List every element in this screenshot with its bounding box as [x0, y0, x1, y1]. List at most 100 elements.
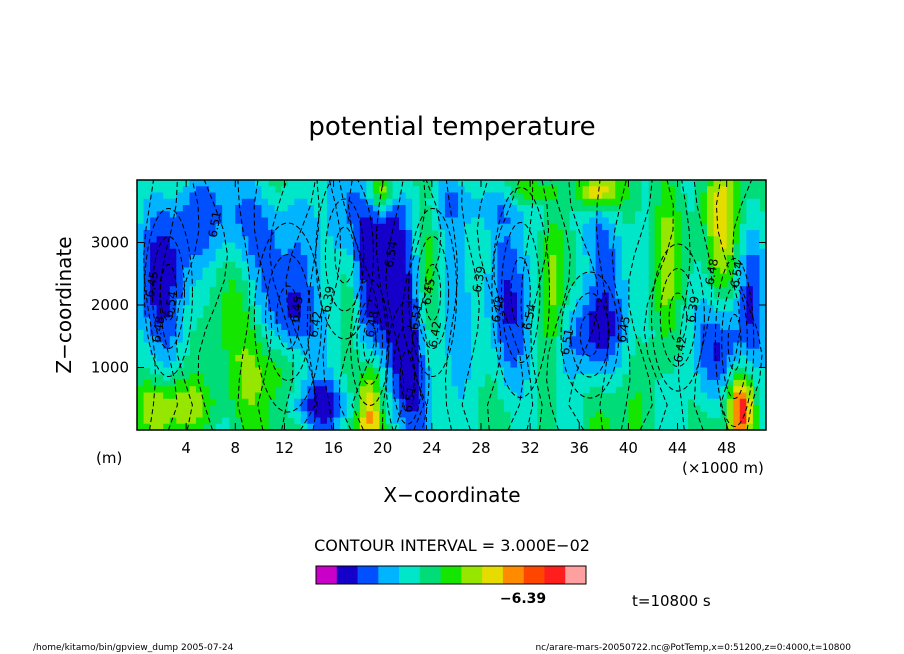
field-cell	[503, 342, 512, 350]
field-cell	[169, 205, 177, 212]
field-cell	[169, 286, 177, 294]
field-cell	[497, 373, 505, 381]
field-cell	[366, 330, 374, 337]
field-cell	[137, 205, 145, 212]
field-cell	[707, 242, 715, 250]
field-cell	[693, 305, 702, 312]
field-cell	[641, 192, 649, 200]
field-cell	[412, 336, 420, 344]
field-cell	[143, 361, 151, 369]
contour-loop	[324, 198, 365, 312]
field-cell	[707, 311, 715, 319]
field-cell	[333, 367, 341, 375]
field-cell	[608, 198, 616, 206]
field-cell	[680, 180, 688, 187]
field-cell	[484, 367, 492, 375]
field-cell	[621, 223, 630, 231]
field-cell	[615, 342, 623, 350]
field-cell	[241, 405, 249, 412]
field-cell	[477, 311, 485, 319]
field-cell	[268, 261, 276, 269]
field-cell	[490, 355, 498, 362]
field-cell	[438, 361, 446, 369]
field-cell	[484, 255, 492, 262]
field-cell	[405, 180, 413, 187]
field-cell	[313, 192, 322, 200]
field-cell	[641, 261, 649, 269]
field-cell	[248, 280, 256, 287]
field-cell	[235, 292, 243, 300]
field-cell	[300, 411, 308, 419]
field-cell	[143, 267, 151, 275]
field-cell	[248, 255, 256, 262]
field-cell	[327, 223, 335, 231]
field-cell	[235, 330, 243, 337]
field-cell	[661, 305, 669, 312]
field-cell	[569, 392, 577, 400]
field-cell	[497, 186, 505, 194]
field-cell	[412, 211, 420, 219]
field-cell	[399, 186, 407, 194]
field-cell	[458, 342, 466, 350]
field-cell	[595, 267, 603, 275]
field-cell	[313, 198, 322, 206]
field-cell	[346, 248, 354, 256]
field-cell	[687, 373, 695, 381]
field-cell	[746, 423, 754, 430]
field-cell	[503, 230, 512, 237]
field-cell	[241, 348, 249, 356]
field-cell	[759, 305, 766, 312]
field-cell	[503, 386, 512, 394]
field-cell	[575, 323, 584, 331]
field-cell	[300, 255, 308, 262]
field-cell	[143, 223, 151, 231]
field-cell	[497, 192, 505, 200]
field-cell	[143, 398, 151, 406]
field-cell	[523, 348, 531, 356]
field-cell	[235, 411, 243, 419]
field-cell	[444, 386, 453, 394]
field-cell	[667, 280, 675, 287]
field-cell	[523, 205, 531, 212]
field-cell	[274, 267, 282, 275]
field-cell	[254, 405, 263, 412]
field-cell	[582, 348, 590, 356]
field-cell	[241, 342, 249, 350]
field-cell	[385, 261, 394, 269]
field-cell	[490, 217, 498, 225]
field-cell	[517, 248, 525, 256]
field-cell	[530, 417, 538, 425]
field-cell	[589, 355, 597, 362]
field-cell	[490, 205, 498, 212]
field-cell	[641, 311, 649, 319]
field-cell	[595, 342, 603, 350]
field-cell	[746, 211, 754, 219]
field-cell	[720, 280, 728, 287]
field-cell	[163, 398, 171, 406]
field-cell	[484, 248, 492, 256]
field-cell	[693, 342, 702, 350]
field-cell	[209, 242, 217, 250]
field-cell	[399, 411, 407, 419]
field-cell	[720, 317, 728, 325]
field-cell	[327, 323, 335, 331]
field-cell	[634, 255, 643, 262]
field-cell	[150, 280, 158, 287]
field-cell	[294, 305, 302, 312]
field-cell	[575, 292, 584, 300]
field-cell	[281, 286, 289, 294]
field-cell	[431, 373, 439, 381]
field-cell	[235, 198, 243, 206]
field-cell	[464, 392, 472, 400]
field-cell	[700, 211, 708, 219]
field-cell	[739, 342, 747, 350]
field-cell	[438, 305, 446, 312]
field-cell	[340, 180, 348, 187]
field-cell	[438, 342, 446, 350]
field-cell	[746, 342, 754, 350]
field-cell	[261, 192, 269, 200]
field-cell	[720, 217, 728, 225]
field-cell	[700, 286, 708, 294]
field-cell	[523, 342, 531, 350]
field-cell	[759, 348, 766, 356]
